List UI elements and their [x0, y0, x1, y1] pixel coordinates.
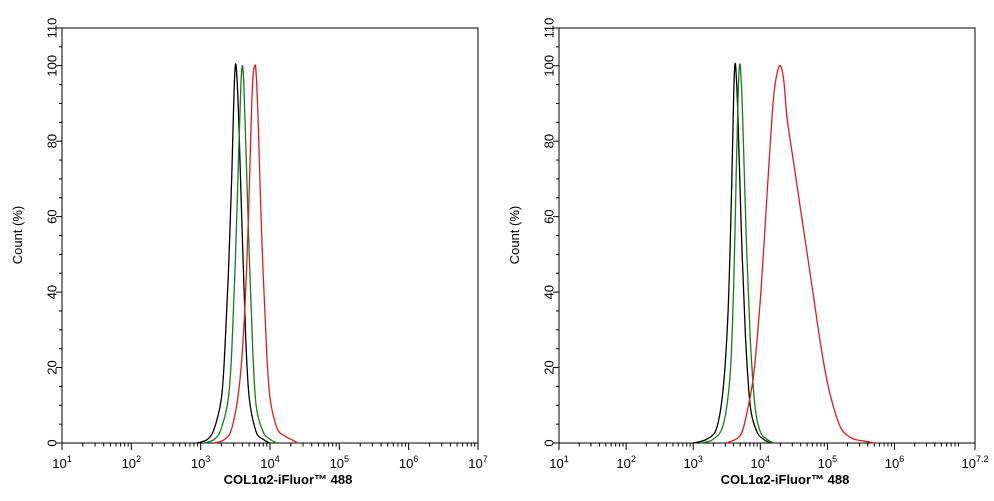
y-tick-label: 100: [44, 55, 59, 77]
x-tick-label: 105: [330, 454, 349, 471]
x-tick-label: 102: [122, 454, 141, 471]
series-line-1: [693, 62, 771, 444]
x-axis-title: COL1α2-iFluor™ 488: [721, 472, 850, 487]
x-axis-title: COL1α2-iFluor™ 488: [224, 472, 353, 487]
x-tick-label: 107: [468, 454, 487, 471]
chart-panel-2: 0 20 40 60 80 100 110 101 102 103 104 105 106 107.2 Co…: [507, 18, 988, 487]
y-tick-label: 40: [44, 285, 59, 299]
x-tick-label: 104: [260, 454, 279, 471]
series-line-3: [726, 64, 875, 444]
y-axis-title: Count (%): [507, 206, 522, 265]
y-tick-label: 40: [541, 285, 556, 299]
x-tick-label: 101: [52, 454, 71, 471]
y-tick-label: 80: [44, 134, 59, 148]
y-tick-label: 0: [44, 439, 59, 446]
plot-frame: [558, 27, 976, 444]
series-line-2: [203, 65, 278, 444]
series-line-2: [699, 63, 775, 444]
y-tick-label: 20: [541, 360, 556, 374]
y-tick-label: 110: [541, 18, 556, 39]
chart-panel-1: 0 20 40 60 80 100 110 101 102 103 104 105 106 107 Coun…: [10, 18, 488, 487]
x-tick-label: 101: [549, 454, 568, 471]
x-tick-label: 104: [751, 454, 770, 471]
y-tick-label: 60: [541, 209, 556, 223]
x-tick-label: 105: [818, 454, 837, 471]
y-axis-title: Count (%): [10, 206, 25, 265]
y-tick-label: 110: [44, 18, 59, 39]
y-tick-label: 100: [541, 55, 556, 77]
y-tick-label: 0: [541, 439, 556, 446]
y-tick-label: 20: [44, 360, 59, 374]
x-tick-label: 106: [399, 454, 418, 471]
series-line-1: [196, 63, 271, 444]
x-tick-label: 103: [683, 454, 702, 471]
x-tick-label: 102: [616, 454, 635, 471]
y-tick-label: 60: [44, 209, 59, 223]
series-line-3: [214, 64, 299, 444]
x-tick-label: 103: [191, 454, 210, 471]
x-tick-label: 107.2: [962, 454, 989, 471]
x-tick-label: 106: [885, 454, 904, 471]
y-tick-label: 80: [541, 134, 556, 148]
plot-frame: [61, 27, 479, 444]
